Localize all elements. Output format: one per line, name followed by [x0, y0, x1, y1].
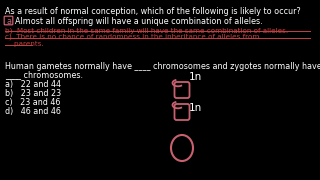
Text: d)   46 and 46: d) 46 and 46: [5, 107, 61, 116]
Text: 1n: 1n: [189, 72, 202, 82]
Text: As a result of normal conception, which of the following is likely to occur?: As a result of normal conception, which …: [5, 7, 301, 16]
Text: Almost all offspring will have a unique combination of alleles.: Almost all offspring will have a unique …: [15, 17, 263, 26]
Text: b)   23 and 23: b) 23 and 23: [5, 89, 61, 98]
Text: a: a: [6, 17, 12, 26]
Text: a)   22 and 44: a) 22 and 44: [5, 80, 61, 89]
Text: c)  There is no chance of randomness in the inheritance of alleles from: c) There is no chance of randomness in t…: [5, 34, 260, 40]
Text: b)  Most children in the same family will have the same combination of alleles.: b) Most children in the same family will…: [5, 27, 288, 33]
Text: parents.: parents.: [5, 41, 44, 47]
Text: 1n: 1n: [189, 103, 202, 113]
Text: Human gametes normally have ____ chromosomes and zygotes normally have: Human gametes normally have ____ chromos…: [5, 62, 320, 71]
Text: c)   23 and 46: c) 23 and 46: [5, 98, 60, 107]
Text: ____ chromosomes.: ____ chromosomes.: [5, 70, 83, 79]
